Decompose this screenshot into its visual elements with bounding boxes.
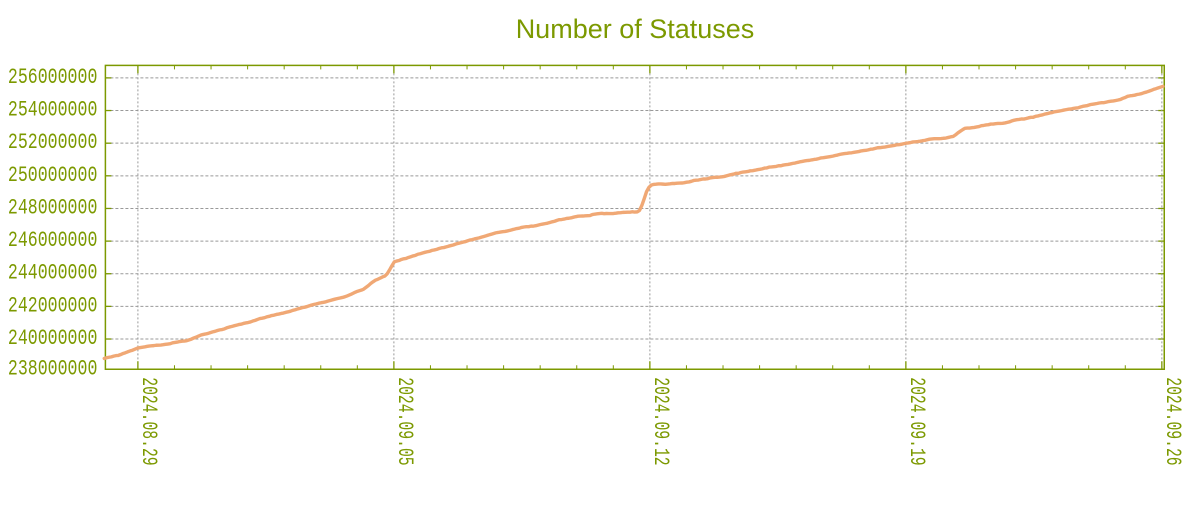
- svg-text:244000000: 244000000: [8, 261, 98, 286]
- svg-text:256000000: 256000000: [8, 65, 98, 90]
- svg-text:254000000: 254000000: [8, 98, 98, 123]
- svg-text:2024.09.19: 2024.09.19: [904, 377, 929, 465]
- svg-text:238000000: 238000000: [8, 356, 98, 381]
- svg-text:2024.09.05: 2024.09.05: [392, 377, 417, 465]
- svg-text:246000000: 246000000: [8, 228, 98, 253]
- svg-text:Number of Statuses: Number of Statuses: [516, 14, 755, 44]
- svg-text:250000000: 250000000: [8, 163, 98, 188]
- svg-text:2024.09.26: 2024.09.26: [1160, 377, 1185, 465]
- svg-text:2024.08.29: 2024.08.29: [136, 377, 161, 465]
- svg-text:242000000: 242000000: [8, 293, 98, 318]
- svg-text:2024.09.12: 2024.09.12: [648, 377, 673, 465]
- svg-text:240000000: 240000000: [8, 326, 98, 351]
- svg-text:252000000: 252000000: [8, 130, 98, 155]
- svg-text:248000000: 248000000: [8, 195, 98, 220]
